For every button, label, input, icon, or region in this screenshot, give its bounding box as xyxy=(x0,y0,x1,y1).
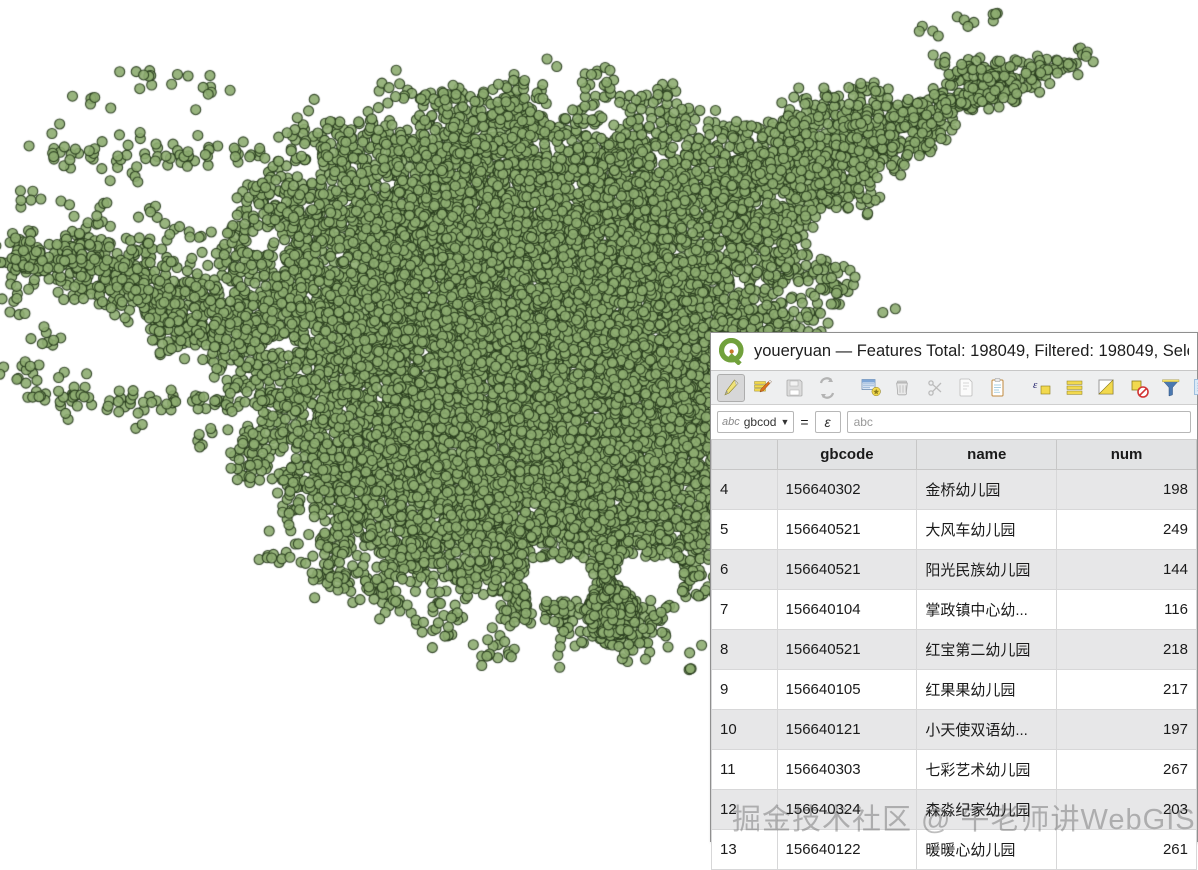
svg-text:ε: ε xyxy=(1033,379,1038,391)
